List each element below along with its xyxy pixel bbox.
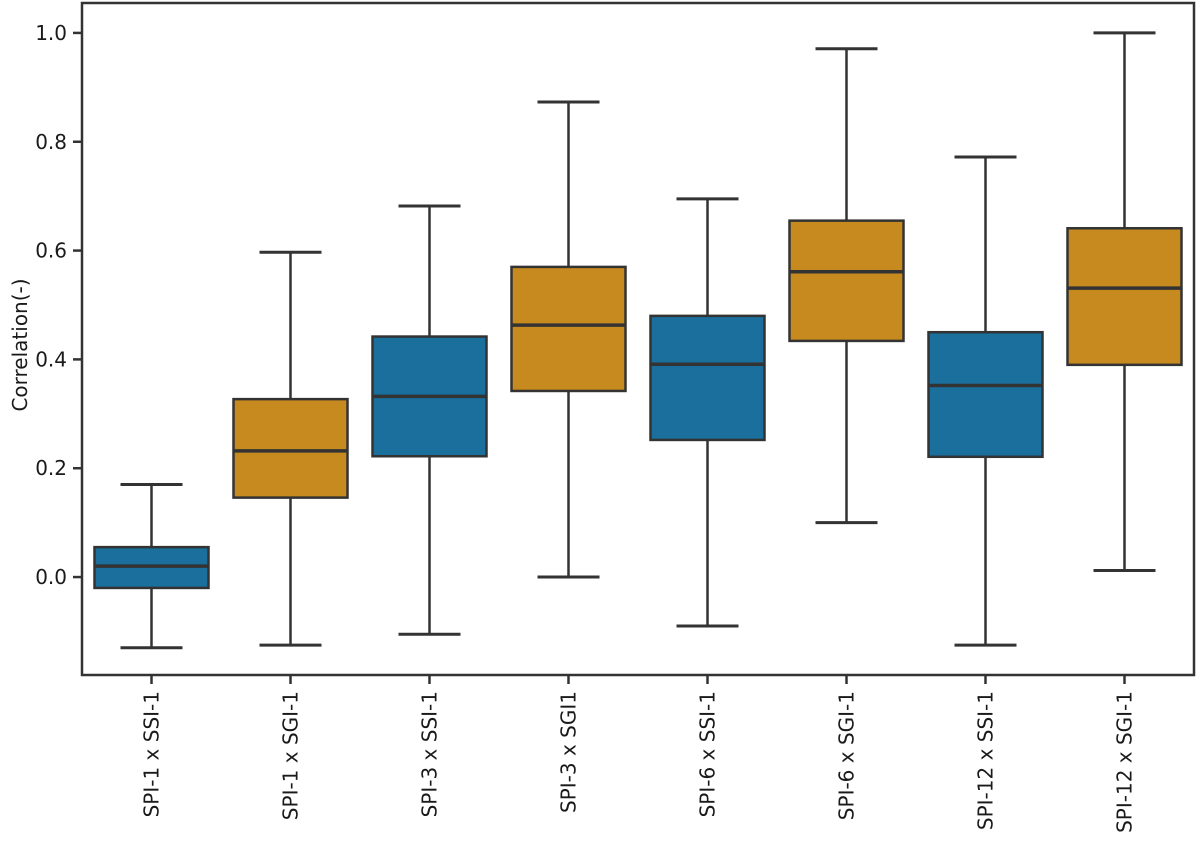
x-tick-label: SPI-6 x SGI-1 — [835, 691, 859, 820]
box-2 — [232, 397, 349, 499]
y-axis-label: Correlation(-) — [8, 278, 32, 411]
y-tick-label: 0.6 — [35, 239, 67, 263]
box-6 — [788, 219, 905, 343]
x-tick-label: SPI-3 x SGI1 — [557, 691, 581, 813]
box-7 — [927, 330, 1044, 459]
x-tick-label: SPI-3 x SSI-1 — [418, 691, 442, 817]
y-tick-label: 0.2 — [35, 456, 67, 480]
y-tick-label: 1.0 — [35, 21, 67, 45]
box-5 — [649, 314, 766, 442]
box-8 — [1066, 227, 1183, 367]
x-tick-label: SPI-12 x SGI-1 — [1113, 691, 1137, 833]
x-tick-label: SPI-12 x SSI-1 — [974, 691, 998, 830]
y-tick-label: 0.8 — [35, 130, 67, 154]
x-tick-label: SPI-1 x SGI-1 — [279, 691, 303, 820]
y-tick-label: 0.4 — [35, 347, 67, 371]
box-4 — [510, 265, 627, 393]
y-tick-label: 0.0 — [35, 565, 67, 589]
x-tick-label: SPI-6 x SSI-1 — [696, 691, 720, 817]
x-tick-label: SPI-1 x SSI-1 — [140, 691, 164, 817]
plot-frame — [80, 1, 1196, 677]
